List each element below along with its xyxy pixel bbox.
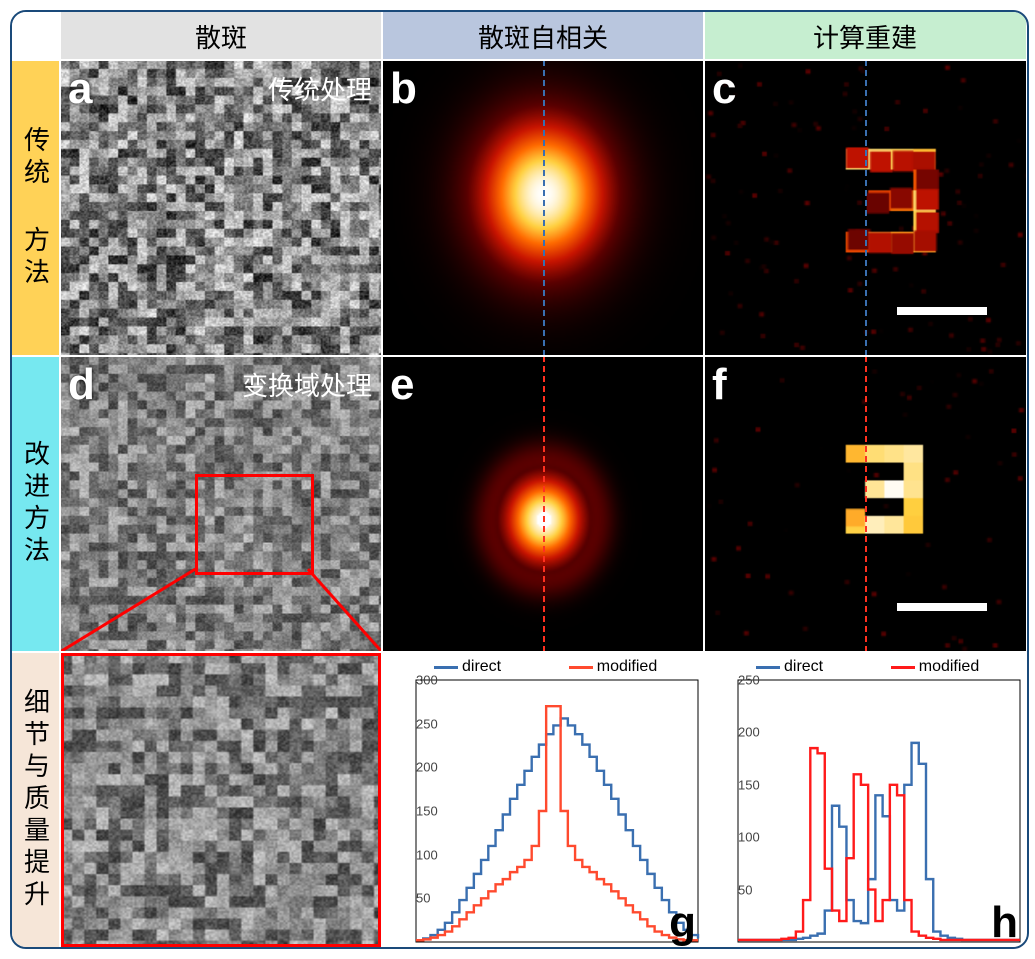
panel-d: d 变换域处理 [60, 356, 382, 652]
panel-h: 50 100 150 200 250 direct modified h [704, 652, 1026, 948]
panel-sublabel: 变换域处理 [242, 366, 372, 403]
row-header: 细节与质量提升 [12, 652, 60, 948]
panel-label: e [390, 360, 414, 410]
legend-label: direct [462, 658, 501, 676]
legend-label: direct [784, 658, 823, 676]
ytick: 100 [416, 847, 418, 862]
center-dashline [543, 356, 545, 652]
legend-label: modified [919, 658, 979, 676]
scale-bar [897, 307, 987, 315]
center-dashline [865, 60, 867, 356]
legend-swatch [434, 666, 458, 669]
ytick: 50 [416, 891, 418, 906]
ytick: 300 [416, 673, 418, 688]
ytick: 100 [738, 830, 740, 845]
ytick: 150 [738, 777, 740, 792]
legend-item: modified [569, 658, 657, 676]
panel-e: e [382, 356, 704, 652]
panel-label: b [390, 64, 417, 114]
col-header: 散斑自相关 [382, 12, 704, 60]
panel-a: a 传统处理 [60, 60, 382, 356]
center-dashline [543, 60, 545, 356]
legend-swatch [569, 666, 593, 669]
panel-f: f [704, 356, 1026, 652]
legend-label: modified [597, 658, 657, 676]
row-header: 改进方法 [12, 356, 60, 652]
ytick: 250 [738, 673, 740, 688]
ytick: 200 [416, 760, 418, 775]
figure-frame: 散斑散斑自相关计算重建传统 方法改进方法细节与质量提升 a 传统处理 b c d 变换域处理… [10, 10, 1029, 949]
ytick: 150 [416, 804, 418, 819]
panel-c: c [704, 60, 1026, 356]
panel-zoom [60, 652, 382, 948]
panel-b: b [382, 60, 704, 356]
roi-box [195, 474, 314, 575]
panel-label: c [712, 64, 736, 114]
scale-bar [897, 603, 987, 611]
panel-label: a [68, 64, 92, 114]
panel-label: d [68, 360, 95, 410]
panel-label: f [712, 360, 727, 410]
legend-item: direct [434, 658, 501, 676]
center-dashline [865, 356, 867, 652]
col-header: 计算重建 [704, 12, 1026, 60]
ytick: 250 [416, 716, 418, 731]
panel-label: g [669, 898, 696, 948]
row-header: 传统 方法 [12, 60, 60, 356]
legend-item: direct [756, 658, 823, 676]
ytick: 50 [738, 882, 740, 897]
legend-swatch [891, 666, 915, 669]
legend-swatch [756, 666, 780, 669]
panel-sublabel: 传统处理 [268, 70, 372, 107]
col-header: 散斑 [60, 12, 382, 60]
panel-label: h [991, 898, 1018, 948]
ytick: 200 [738, 725, 740, 740]
panel-g: 50 100 150 200 250 300 direct modified g [382, 652, 704, 948]
legend-item: modified [891, 658, 979, 676]
